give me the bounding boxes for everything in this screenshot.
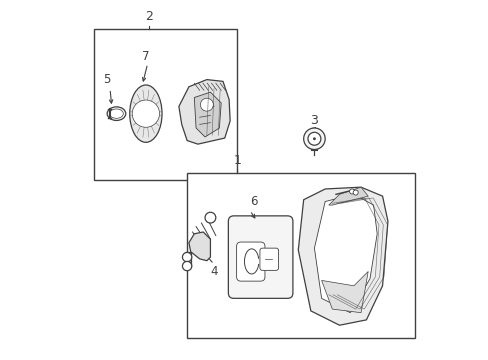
Text: 2: 2 [145, 10, 153, 23]
Bar [94, 30, 237, 180]
Circle shape [200, 98, 213, 111]
Polygon shape [188, 232, 210, 261]
Text: 4: 4 [210, 265, 217, 278]
Bar [187, 173, 414, 338]
Text: 1: 1 [233, 154, 241, 167]
Circle shape [349, 189, 354, 194]
Ellipse shape [129, 85, 162, 142]
Circle shape [352, 190, 357, 195]
Text: 5: 5 [102, 73, 110, 86]
Circle shape [182, 252, 191, 262]
Polygon shape [179, 80, 230, 144]
Ellipse shape [109, 109, 123, 118]
Polygon shape [194, 92, 221, 137]
Polygon shape [321, 271, 367, 313]
Circle shape [204, 212, 215, 223]
Polygon shape [328, 187, 367, 205]
Text: 3: 3 [310, 114, 318, 127]
Ellipse shape [107, 107, 125, 121]
Polygon shape [314, 194, 376, 313]
Polygon shape [185, 252, 190, 266]
Circle shape [307, 132, 320, 145]
Text: 6: 6 [249, 195, 257, 208]
FancyBboxPatch shape [228, 216, 292, 298]
FancyBboxPatch shape [236, 242, 264, 281]
FancyBboxPatch shape [260, 248, 278, 270]
Circle shape [182, 261, 191, 271]
Polygon shape [298, 187, 387, 325]
Circle shape [312, 137, 315, 140]
Text: 7: 7 [142, 50, 149, 63]
Circle shape [303, 128, 325, 149]
Circle shape [132, 100, 159, 127]
